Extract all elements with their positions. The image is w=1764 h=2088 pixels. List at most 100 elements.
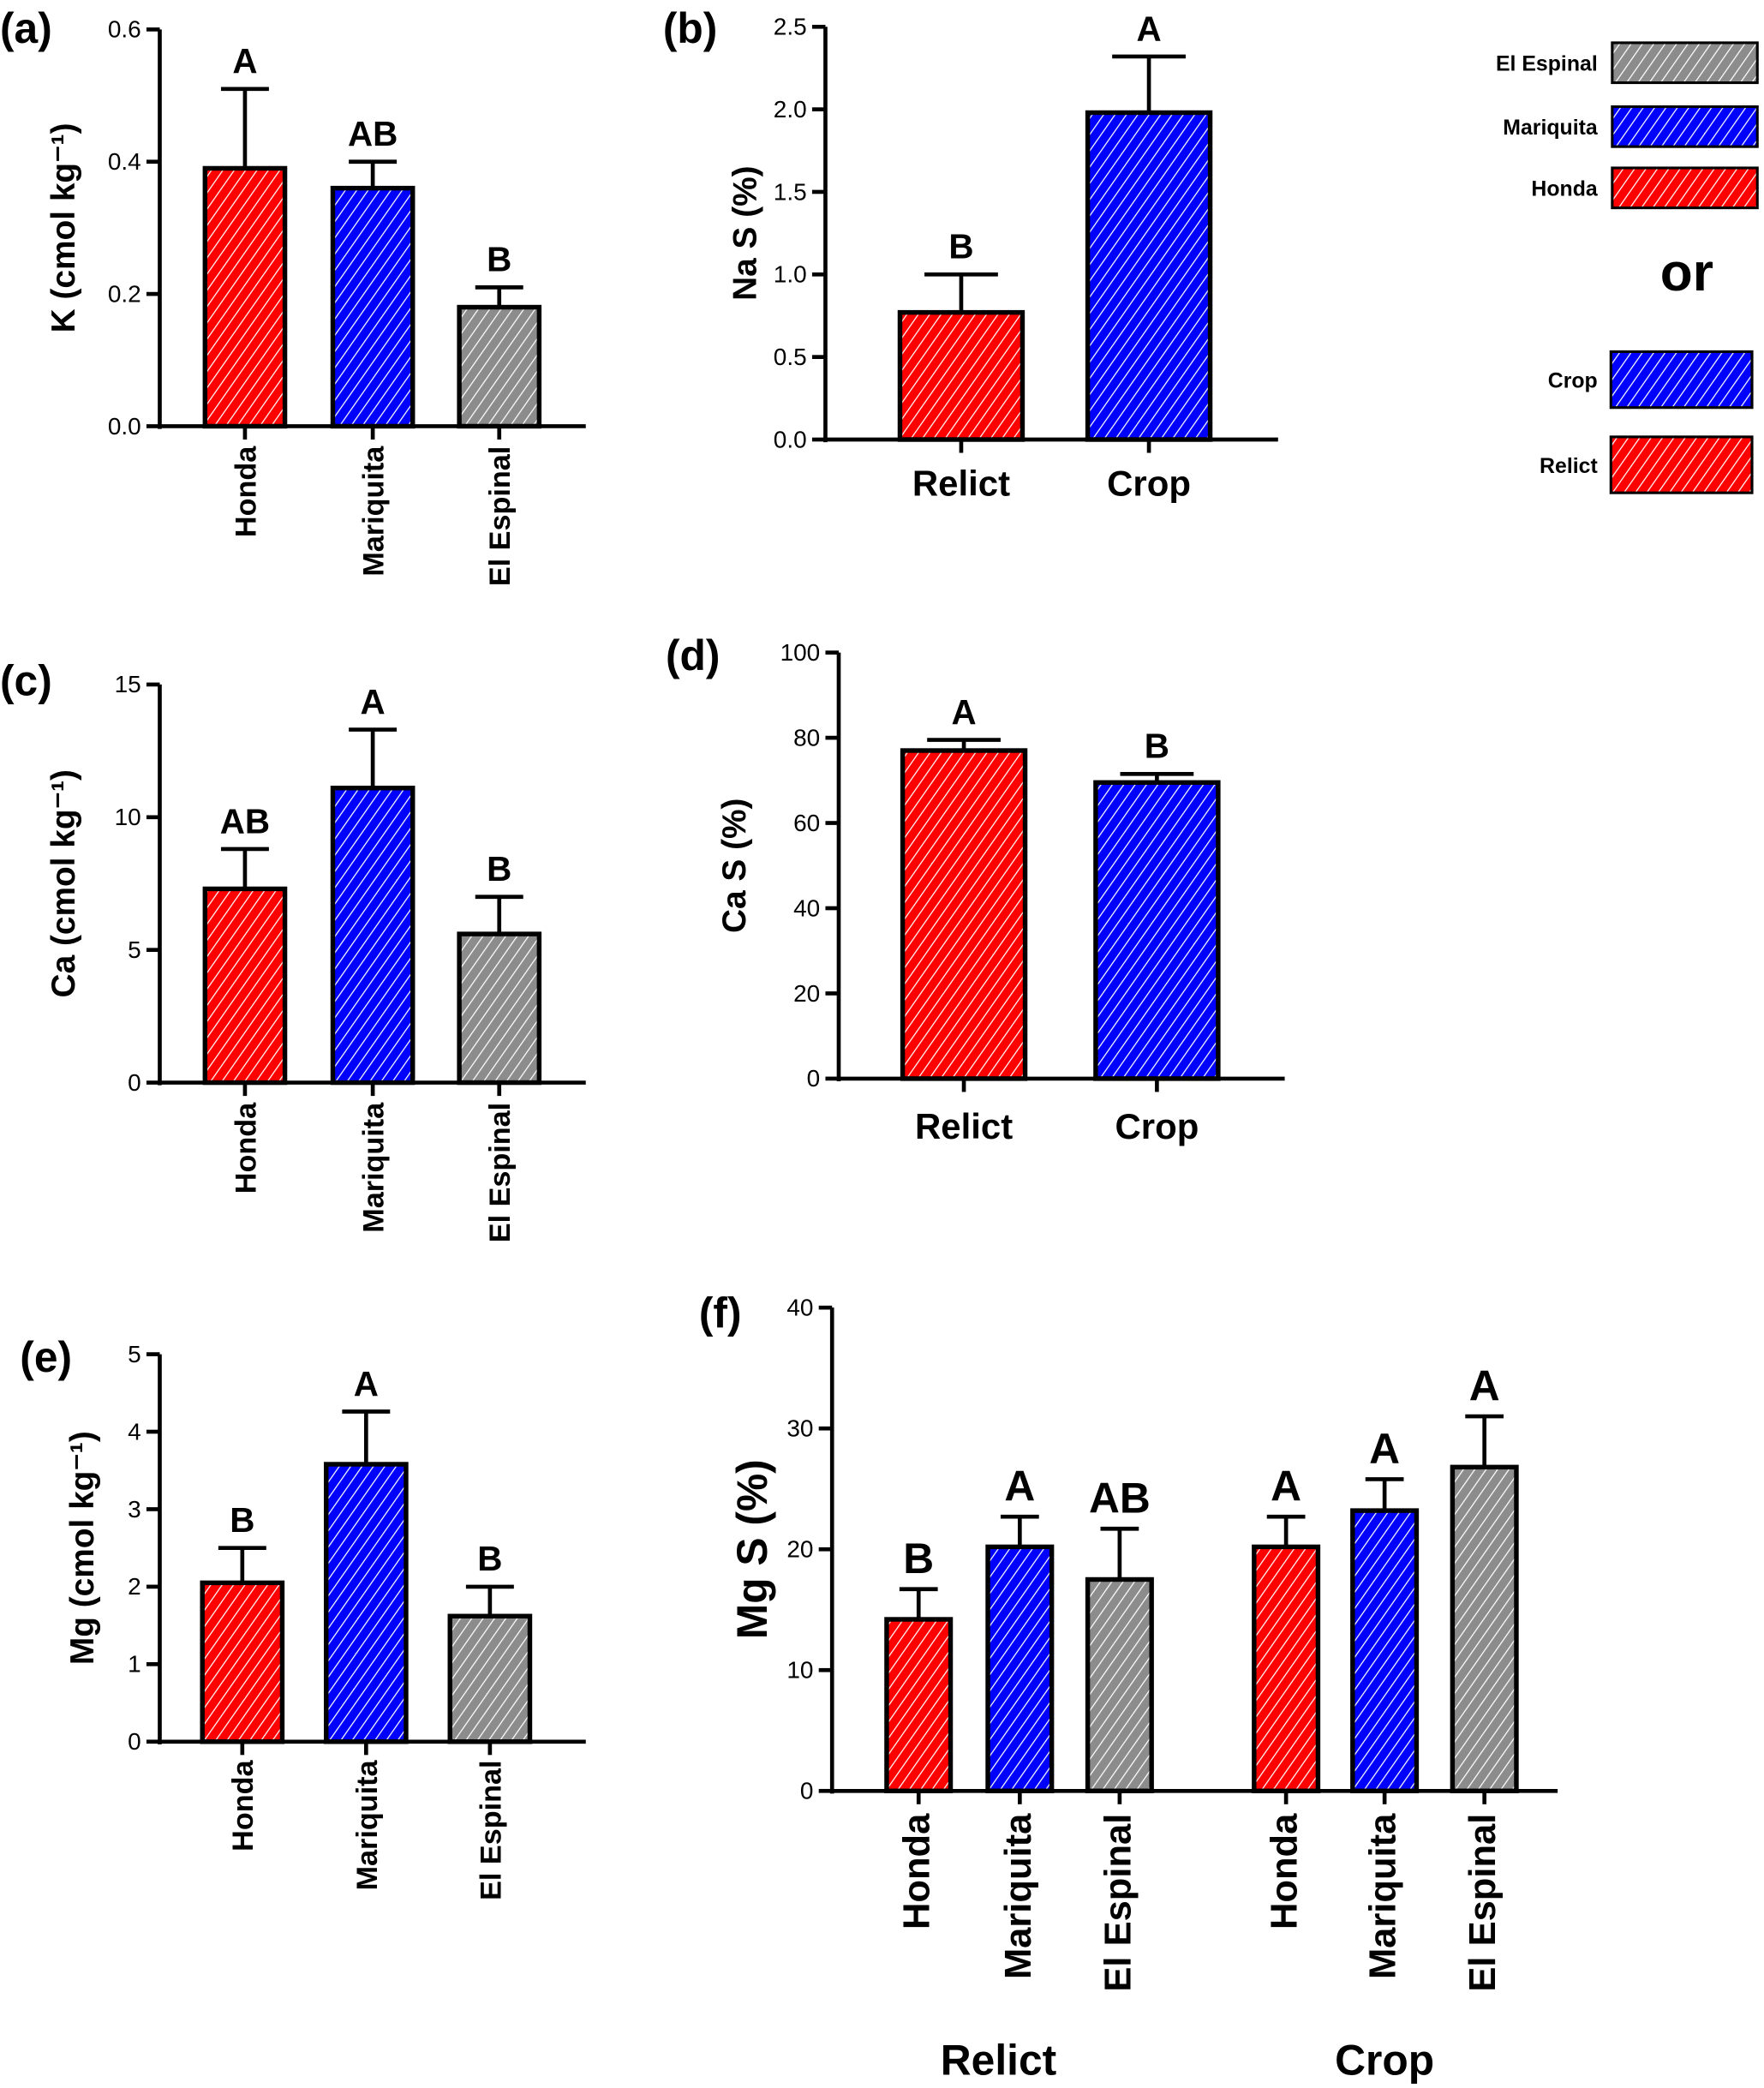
significance-letter: A <box>232 41 257 81</box>
y-tick-label: 20 <box>793 980 820 1007</box>
x-tick-label: Mariquita <box>998 1813 1039 1979</box>
bar-mariquita <box>330 786 416 1086</box>
x-tick-label: Honda <box>897 1813 938 1929</box>
legend-label: Relict <box>1540 454 1598 478</box>
significance-letter: A <box>1136 9 1161 48</box>
x-tick-label: Mariquita <box>1363 1813 1404 1979</box>
significance-letter: B <box>948 227 973 266</box>
bar-el-espinal <box>1085 1576 1154 1793</box>
group-label: Crop <box>1335 2036 1434 2084</box>
y-tick-label: 1 <box>128 1651 141 1678</box>
y-tick-label: 0 <box>128 1728 141 1755</box>
x-tick-label: El Espinal <box>475 1761 507 1900</box>
y-tick-label: 100 <box>780 639 821 666</box>
y-tick-label: 40 <box>786 1295 813 1321</box>
significance-letter: B <box>1145 727 1169 766</box>
y-axis-label: Mg (cmol kg⁻¹) <box>64 1431 101 1665</box>
legend-label: Crop <box>1548 368 1598 392</box>
y-tick-label: 5 <box>128 1341 141 1367</box>
x-tick-label: Honda <box>1265 1813 1306 1929</box>
significance-letter: A <box>1469 1361 1500 1409</box>
x-tick-label: Relict <box>912 463 1010 503</box>
legend-label: Mariquita <box>1503 116 1598 140</box>
x-tick-label: El Espinal <box>484 1103 517 1242</box>
y-axis-label: Ca S (%) <box>716 799 753 934</box>
significance-letter: B <box>477 1539 502 1578</box>
panel-label: (f) <box>699 1289 742 1337</box>
x-tick-label: El Espinal <box>484 446 517 586</box>
panel-label: (c) <box>0 656 52 704</box>
bar-honda <box>202 886 288 1086</box>
legend: El Espinal Mariquita Honda or Crop Relict <box>1496 41 1759 494</box>
y-tick-label: 0 <box>128 1069 141 1096</box>
significance-letter: AB <box>348 114 398 153</box>
x-tick-label: Mariquita <box>358 1102 391 1233</box>
y-tick-label: 0.6 <box>108 16 141 43</box>
y-tick-label: 40 <box>793 894 820 921</box>
panel-label: (a) <box>0 4 52 52</box>
legend-swatch <box>1611 105 1759 148</box>
significance-letter: A <box>1004 1463 1035 1511</box>
legend-separator: or <box>1660 243 1713 302</box>
y-tick-label: 0.5 <box>774 344 807 370</box>
legend-swatch <box>1609 350 1754 410</box>
x-tick-label: Honda <box>230 446 262 537</box>
y-tick-label: 4 <box>128 1418 141 1445</box>
y-axis-label: K (cmol kg⁻¹) <box>45 123 82 332</box>
y-tick-label: 10 <box>786 1657 813 1684</box>
significance-letter: A <box>1271 1463 1301 1511</box>
y-tick-label: 10 <box>115 804 141 830</box>
significance-letter: A <box>1369 1425 1400 1473</box>
bar-crop <box>1093 780 1221 1081</box>
legend-label: El Espinal <box>1496 52 1598 76</box>
x-tick-label: Honda <box>227 1760 260 1852</box>
panel-label: (d) <box>666 631 720 679</box>
significance-letter: B <box>487 240 511 279</box>
legend-swatch <box>1611 41 1759 85</box>
x-tick-label: Mariquita <box>358 446 391 577</box>
bar-honda <box>200 1580 285 1744</box>
x-tick-label: El Espinal <box>1462 1814 1504 1992</box>
chart-panel-f: (f) 0 10 20 30 40 Mg S (%) B Honda A Mariquita AB El… <box>699 1289 1558 2084</box>
y-axis-label: Mg S (%) <box>728 1459 776 1639</box>
y-tick-label: 0.0 <box>774 426 807 452</box>
significance-letter: AB <box>1089 1475 1151 1523</box>
legend-swatch <box>1609 435 1754 494</box>
bar-mariquita <box>330 185 416 429</box>
bar-crop <box>1085 110 1213 442</box>
y-tick-label: 60 <box>793 810 820 836</box>
bar-honda <box>202 165 288 429</box>
significance-letter: B <box>903 1535 934 1582</box>
x-tick-label: Honda <box>230 1102 262 1194</box>
chart-panel-d: (d) 0 20 40 60 80 100 Ca S (%) A Relict B Crop <box>666 631 1285 1146</box>
bar-el-espinal <box>457 931 542 1086</box>
bar-mariquita <box>1350 1508 1420 1793</box>
panel-label: (b) <box>663 4 717 52</box>
y-tick-label: 5 <box>128 936 141 963</box>
significance-letter: B <box>487 849 511 888</box>
significance-letter: A <box>354 1364 379 1403</box>
legend-swatch <box>1611 166 1759 210</box>
bar-relict <box>900 748 1028 1081</box>
chart-panel-b: (b) 0.0 0.5 1.0 1.5 2.0 2.5 Na S (%) B Relict A Cro… <box>663 4 1278 503</box>
bar-honda <box>884 1617 954 1793</box>
y-tick-label: 30 <box>786 1415 813 1442</box>
bar-mariquita <box>324 1462 409 1744</box>
bar-honda <box>1252 1544 1321 1793</box>
chart-panel-e: (e) 0 1 2 3 4 5 Mg (cmol kg⁻¹) B Honda A Mariquita B… <box>20 1333 586 1900</box>
x-tick-label: Mariquita <box>351 1760 384 1891</box>
y-tick-label: 20 <box>786 1536 813 1563</box>
y-tick-label: 0 <box>800 1778 814 1804</box>
bar-el-espinal <box>457 304 542 429</box>
y-tick-label: 2 <box>128 1573 141 1600</box>
y-tick-label: 15 <box>115 671 141 697</box>
y-tick-label: 0.0 <box>108 413 141 440</box>
x-tick-label: Crop <box>1115 1106 1199 1146</box>
y-tick-label: 2.5 <box>774 14 807 40</box>
chart-panel-a: (a) 0.0 0.2 0.4 0.6 K (cmol kg⁻¹) A Honda AB Mari… <box>0 4 586 586</box>
chart-panel-c: (c) 0 5 10 15 Ca (cmol kg⁻¹) AB Honda A Mariquita… <box>0 656 586 1242</box>
y-tick-label: 0.4 <box>108 148 141 175</box>
significance-letter: A <box>361 682 386 721</box>
legend-label: Honda <box>1531 177 1598 201</box>
